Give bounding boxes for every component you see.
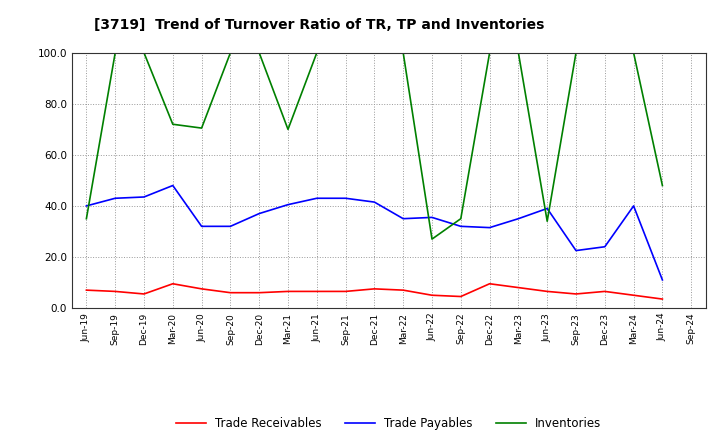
- Trade Receivables: [168, 281, 177, 286]
- Inventories: [255, 50, 264, 55]
- Trade Payables: [197, 224, 206, 229]
- Trade Receivables: [111, 289, 120, 294]
- Trade Receivables: [82, 287, 91, 293]
- Trade Payables: [312, 196, 321, 201]
- Line: Trade Receivables: Trade Receivables: [86, 284, 662, 299]
- Inventories: [572, 50, 580, 55]
- Trade Payables: [456, 224, 465, 229]
- Trade Receivables: [284, 289, 292, 294]
- Inventories: [111, 50, 120, 55]
- Trade Receivables: [543, 289, 552, 294]
- Trade Payables: [284, 202, 292, 207]
- Inventories: [82, 216, 91, 221]
- Inventories: [168, 121, 177, 127]
- Trade Receivables: [485, 281, 494, 286]
- Trade Payables: [600, 244, 609, 249]
- Trade Payables: [514, 216, 523, 221]
- Trade Payables: [658, 277, 667, 282]
- Trade Receivables: [658, 297, 667, 302]
- Trade Receivables: [197, 286, 206, 291]
- Trade Receivables: [456, 294, 465, 299]
- Trade Receivables: [312, 289, 321, 294]
- Trade Payables: [111, 196, 120, 201]
- Inventories: [456, 216, 465, 221]
- Trade Payables: [543, 206, 552, 211]
- Inventories: [600, 50, 609, 55]
- Inventories: [140, 50, 148, 55]
- Text: [3719]  Trend of Turnover Ratio of TR, TP and Inventories: [3719] Trend of Turnover Ratio of TR, TP…: [94, 18, 544, 32]
- Trade Payables: [168, 183, 177, 188]
- Trade Receivables: [341, 289, 350, 294]
- Trade Payables: [341, 196, 350, 201]
- Trade Receivables: [572, 291, 580, 297]
- Inventories: [284, 127, 292, 132]
- Trade Receivables: [140, 291, 148, 297]
- Trade Payables: [572, 248, 580, 253]
- Trade Payables: [399, 216, 408, 221]
- Inventories: [312, 50, 321, 55]
- Inventories: [514, 50, 523, 55]
- Inventories: [658, 183, 667, 188]
- Trade Payables: [255, 211, 264, 216]
- Trade Receivables: [629, 293, 638, 298]
- Trade Receivables: [399, 287, 408, 293]
- Inventories: [485, 50, 494, 55]
- Trade Receivables: [370, 286, 379, 291]
- Inventories: [341, 50, 350, 55]
- Inventories: [629, 50, 638, 55]
- Inventories: [370, 50, 379, 55]
- Trade Payables: [428, 215, 436, 220]
- Inventories: [428, 236, 436, 242]
- Line: Inventories: Inventories: [86, 53, 662, 239]
- Trade Payables: [485, 225, 494, 230]
- Trade Payables: [226, 224, 235, 229]
- Trade Receivables: [600, 289, 609, 294]
- Trade Payables: [370, 199, 379, 205]
- Trade Receivables: [514, 285, 523, 290]
- Inventories: [399, 50, 408, 55]
- Inventories: [226, 50, 235, 55]
- Trade Receivables: [428, 293, 436, 298]
- Inventories: [197, 125, 206, 131]
- Trade Payables: [82, 203, 91, 209]
- Legend: Trade Receivables, Trade Payables, Inventories: Trade Receivables, Trade Payables, Inven…: [171, 412, 606, 435]
- Trade Payables: [629, 203, 638, 209]
- Trade Receivables: [255, 290, 264, 295]
- Trade Payables: [140, 194, 148, 200]
- Trade Receivables: [226, 290, 235, 295]
- Line: Trade Payables: Trade Payables: [86, 186, 662, 280]
- Inventories: [543, 219, 552, 224]
